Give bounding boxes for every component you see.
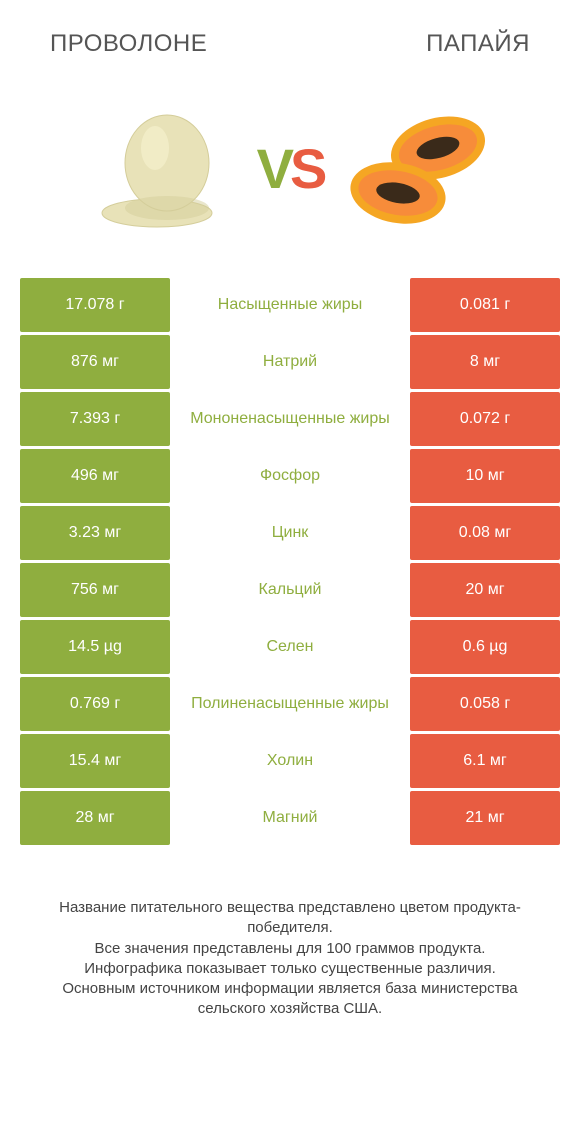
table-row: 17.078 гНасыщенные жиры0.081 г bbox=[20, 278, 560, 332]
cell-left: 496 мг bbox=[20, 449, 170, 503]
table-row: 3.23 мгЦинк0.08 мг bbox=[20, 506, 560, 560]
cell-label: Полиненасыщенные жиры bbox=[170, 677, 410, 731]
cell-left: 17.078 г bbox=[20, 278, 170, 332]
cell-left: 15.4 мг bbox=[20, 734, 170, 788]
cell-label: Фосфор bbox=[170, 449, 410, 503]
cell-label: Цинк bbox=[170, 506, 410, 560]
cell-right: 6.1 мг bbox=[410, 734, 560, 788]
cell-right: 8 мг bbox=[410, 335, 560, 389]
cell-right: 21 мг bbox=[410, 791, 560, 845]
cell-label: Селен bbox=[170, 620, 410, 674]
title-right: ПАПАЙЯ bbox=[426, 30, 530, 58]
table-row: 496 мгФосфор10 мг bbox=[20, 449, 560, 503]
table-row: 15.4 мгХолин6.1 мг bbox=[20, 734, 560, 788]
cell-right: 0.072 г bbox=[410, 392, 560, 446]
footer-line: Название питательного вещества представл… bbox=[30, 898, 550, 939]
cell-right: 20 мг bbox=[410, 563, 560, 617]
cell-left: 7.393 г bbox=[20, 392, 170, 446]
cell-left: 28 мг bbox=[20, 791, 170, 845]
cell-right: 0.058 г bbox=[410, 677, 560, 731]
cell-right: 10 мг bbox=[410, 449, 560, 503]
table-row: 876 мгНатрий8 мг bbox=[20, 335, 560, 389]
footer-line: Основным источником информации является … bbox=[30, 979, 550, 1020]
footer-line: Инфографика показывает только существенн… bbox=[30, 959, 550, 979]
vs-label: VS bbox=[257, 136, 324, 201]
cell-label: Магний bbox=[170, 791, 410, 845]
hero: VS bbox=[0, 68, 580, 268]
footer-notes: Название питательного вещества представл… bbox=[0, 848, 580, 1020]
footer-line: Все значения представлены для 100 граммо… bbox=[30, 939, 550, 959]
cheese-icon bbox=[87, 93, 237, 243]
cell-right: 0.6 µg bbox=[410, 620, 560, 674]
cell-right: 0.081 г bbox=[410, 278, 560, 332]
vs-v: V bbox=[257, 136, 290, 201]
cell-label: Холин bbox=[170, 734, 410, 788]
cell-label: Мононенасыщенные жиры bbox=[170, 392, 410, 446]
table-row: 756 мгКальций20 мг bbox=[20, 563, 560, 617]
cell-label: Кальций bbox=[170, 563, 410, 617]
papaya-icon bbox=[343, 93, 493, 243]
cell-left: 14.5 µg bbox=[20, 620, 170, 674]
table-row: 7.393 гМононенасыщенные жиры0.072 г bbox=[20, 392, 560, 446]
title-left: ПРОВОЛОНЕ bbox=[50, 30, 207, 58]
cell-left: 876 мг bbox=[20, 335, 170, 389]
titles-bar: ПРОВОЛОНЕ ПАПАЙЯ bbox=[0, 0, 580, 68]
comparison-table: 17.078 гНасыщенные жиры0.081 г876 мгНатр… bbox=[0, 268, 580, 845]
table-row: 0.769 гПолиненасыщенные жиры0.058 г bbox=[20, 677, 560, 731]
cell-left: 756 мг bbox=[20, 563, 170, 617]
vs-s: S bbox=[290, 136, 323, 201]
table-row: 14.5 µgСелен0.6 µg bbox=[20, 620, 560, 674]
cell-right: 0.08 мг bbox=[410, 506, 560, 560]
cell-label: Натрий bbox=[170, 335, 410, 389]
cell-label: Насыщенные жиры bbox=[170, 278, 410, 332]
table-row: 28 мгМагний21 мг bbox=[20, 791, 560, 845]
cell-left: 0.769 г bbox=[20, 677, 170, 731]
cell-left: 3.23 мг bbox=[20, 506, 170, 560]
